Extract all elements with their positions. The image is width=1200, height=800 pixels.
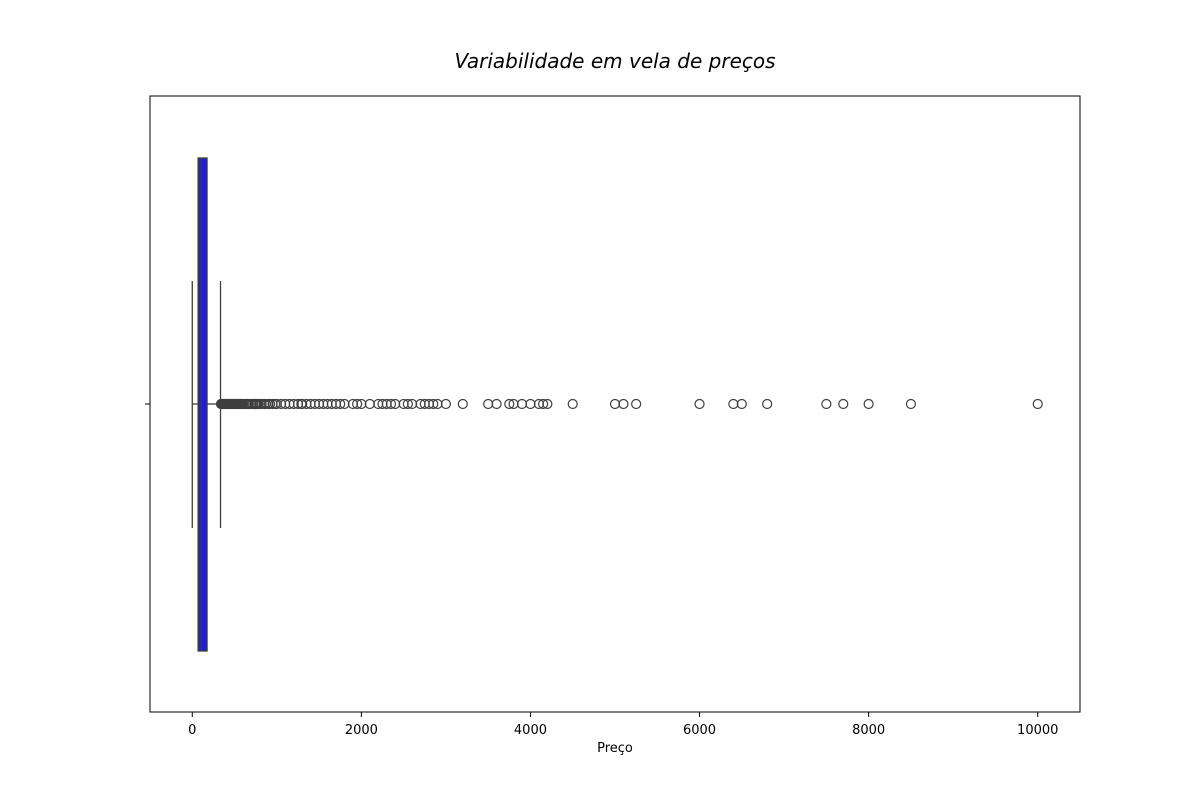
x-tick-label: 0: [188, 723, 196, 738]
outlier-point: [762, 398, 773, 410]
outlier-point: [504, 398, 515, 410]
outlier-point: [1032, 398, 1043, 410]
outlier-point: [440, 398, 452, 410]
outlier-point: [567, 398, 578, 410]
x-tick-label: 6000: [683, 723, 716, 738]
outlier-point: [402, 398, 413, 410]
outliers-group: [215, 398, 1043, 410]
outlier-point: [863, 398, 874, 410]
outlier-point: [538, 398, 549, 410]
outlier-point: [335, 398, 346, 410]
x-axis-label: Preço: [597, 741, 633, 756]
outlier-point: [609, 398, 621, 410]
x-tick-label: 4000: [514, 723, 547, 738]
x-tick-label: 10000: [1017, 723, 1058, 738]
outlier-point: [364, 398, 375, 410]
outlier-point: [631, 398, 642, 410]
outlier-point: [385, 398, 397, 410]
outlier-point: [428, 398, 439, 410]
outlier-point: [736, 398, 747, 410]
x-tick-label: 2000: [345, 723, 378, 738]
outlier-point: [352, 398, 363, 410]
outlier-point: [525, 398, 536, 410]
outlier-point: [821, 398, 832, 410]
outlier-point: [542, 398, 553, 410]
chart-title: Variabilidade em vela de preços: [454, 49, 775, 73]
outlier-point: [694, 398, 705, 410]
outlier-point: [264, 398, 276, 410]
x-axis-ticks: 0 2000 4000 6000 8000 10000: [188, 712, 1058, 738]
x-tick-label: 8000: [852, 723, 885, 738]
outlier-point: [728, 398, 739, 410]
outlier-point: [618, 398, 629, 410]
outlier-point: [516, 398, 528, 410]
iqr-box: [197, 157, 208, 652]
outlier-point: [905, 398, 917, 410]
outlier-point: [838, 398, 849, 410]
outlier-point: [483, 398, 494, 410]
outlier-point: [491, 398, 502, 410]
outlier-point: [457, 398, 468, 410]
